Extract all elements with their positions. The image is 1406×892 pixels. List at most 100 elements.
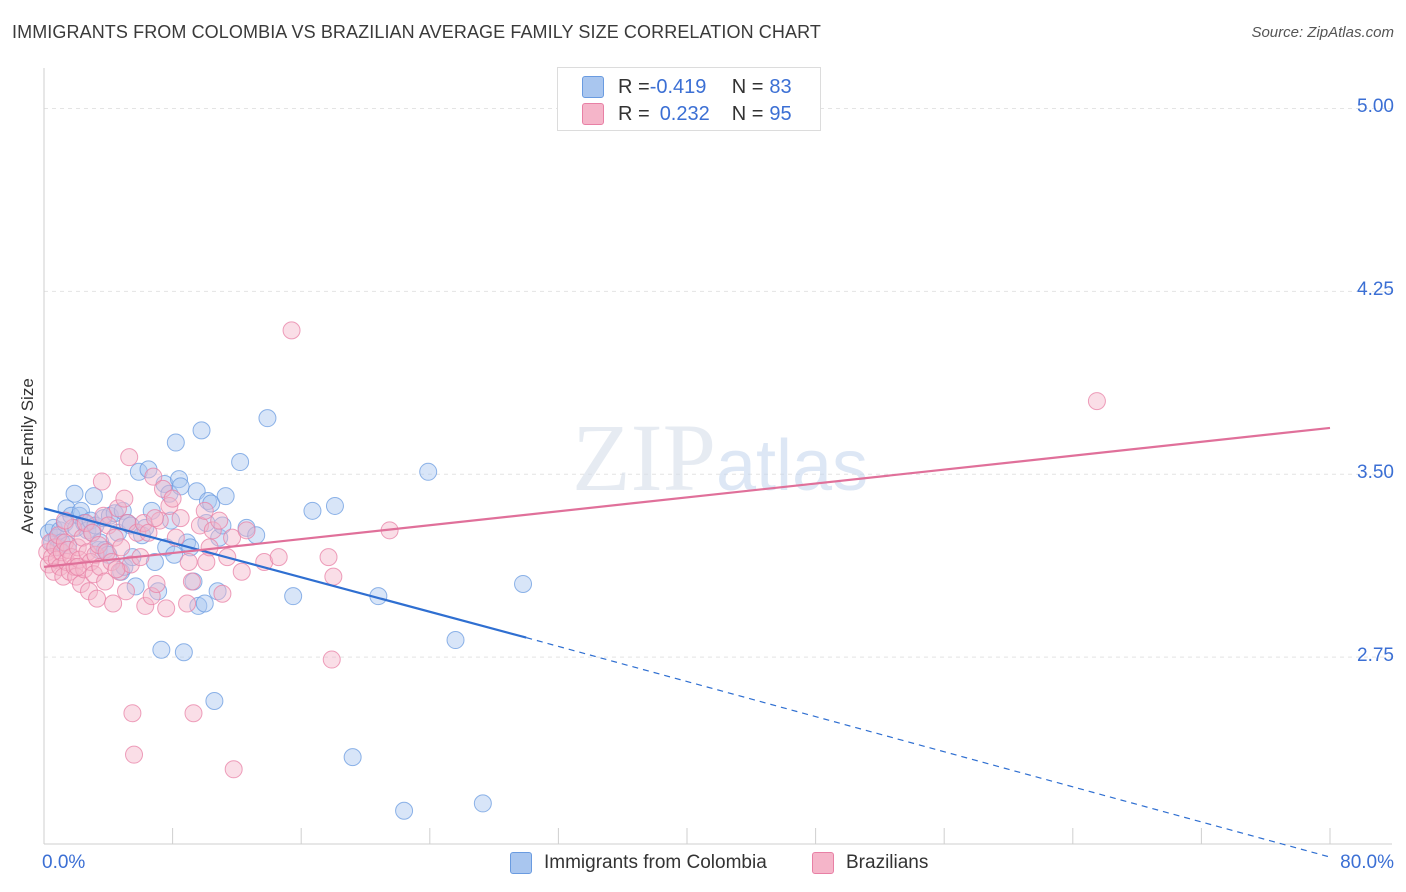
legend-row-brazilians: R = 0.232 N = 95 xyxy=(582,101,792,127)
point-brazilians xyxy=(213,584,232,603)
correlation-legend: R = -0.419 N = 83 R = 0.232 N = 95 xyxy=(557,67,821,131)
point-brazilians xyxy=(157,599,176,618)
series-legend: Immigrants from Colombia Brazilians xyxy=(0,852,1406,878)
point-brazilians xyxy=(197,553,216,572)
y-tick-label: 2.75 xyxy=(1357,645,1394,667)
x-tick-label-min: 0.0% xyxy=(42,852,86,873)
point-brazilians xyxy=(108,499,127,518)
legend-item-brazilians[interactable]: Brazilians xyxy=(812,852,928,874)
point-brazilians xyxy=(319,548,338,567)
y-tick-label: 5.00 xyxy=(1357,96,1394,118)
point-colombia xyxy=(205,692,224,711)
legend-swatch-brazilians xyxy=(582,103,604,125)
point-brazilians xyxy=(150,511,169,530)
legend-swatch-colombia xyxy=(510,852,532,874)
point-colombia xyxy=(514,574,533,593)
point-colombia xyxy=(170,470,189,489)
point-brazilians xyxy=(88,589,107,608)
point-brazilians xyxy=(105,528,124,547)
y-tick-label: 4.25 xyxy=(1357,279,1394,301)
point-brazilians xyxy=(269,548,288,567)
point-colombia xyxy=(145,553,164,572)
point-brazilians xyxy=(232,562,251,581)
point-brazilians xyxy=(153,479,172,498)
legend-swatch-brazilians xyxy=(812,852,834,874)
point-brazilians xyxy=(112,538,131,557)
point-brazilians xyxy=(224,760,243,779)
legend-n-value: 83 xyxy=(769,75,792,98)
legend-r-label: R = xyxy=(618,75,650,98)
point-colombia xyxy=(166,433,185,452)
point-brazilians xyxy=(322,650,341,669)
point-brazilians xyxy=(115,489,134,508)
point-brazilians xyxy=(68,557,87,576)
point-colombia xyxy=(473,794,492,813)
point-brazilians xyxy=(121,555,140,574)
point-colombia xyxy=(446,631,465,650)
point-brazilians xyxy=(324,567,343,586)
point-brazilians xyxy=(86,545,105,564)
point-colombia xyxy=(258,409,277,428)
point-brazilians xyxy=(147,574,166,593)
point-brazilians xyxy=(203,521,222,540)
y-axis-label: Average Family Size xyxy=(18,378,37,534)
point-brazilians xyxy=(136,596,155,615)
point-brazilians xyxy=(142,587,161,606)
watermark: ZIPatlas xyxy=(572,404,868,511)
legend-swatch-colombia xyxy=(582,76,604,98)
point-colombia xyxy=(325,496,344,515)
point-colombia xyxy=(84,487,103,506)
point-brazilians xyxy=(210,511,229,530)
legend-label-brazilians: Brazilians xyxy=(846,852,929,873)
point-brazilians xyxy=(237,521,256,540)
trend-line-colombia xyxy=(43,507,527,639)
legend-n-label: N = xyxy=(731,102,764,125)
point-colombia xyxy=(208,582,227,601)
point-brazilians xyxy=(73,528,92,547)
point-brazilians xyxy=(145,509,164,528)
axes xyxy=(43,68,1392,845)
trend-line-brazilians xyxy=(43,426,1331,568)
point-brazilians xyxy=(110,562,129,581)
point-colombia xyxy=(231,453,250,472)
source-label: Source: ZipAtlas.com xyxy=(1251,24,1394,41)
point-brazilians xyxy=(163,489,182,508)
trend-line-colombia-extrapolated xyxy=(526,637,1331,858)
point-brazilians xyxy=(107,560,126,579)
point-brazilians xyxy=(125,745,144,764)
point-brazilians xyxy=(144,467,163,486)
point-colombia xyxy=(198,492,217,511)
point-colombia xyxy=(202,494,221,513)
legend-n-label: N = xyxy=(731,75,764,98)
legend-item-colombia[interactable]: Immigrants from Colombia xyxy=(510,852,767,874)
point-colombia xyxy=(284,587,303,606)
x-tick-label-max: 80.0% xyxy=(1340,852,1394,873)
point-brazilians xyxy=(171,509,190,528)
point-brazilians xyxy=(184,704,203,723)
point-colombia xyxy=(213,516,232,535)
point-colombia xyxy=(395,801,414,820)
point-colombia xyxy=(195,594,214,613)
legend-label-colombia: Immigrants from Colombia xyxy=(544,852,767,873)
point-colombia xyxy=(192,421,211,440)
point-colombia xyxy=(216,487,235,506)
point-brazilians xyxy=(96,572,115,591)
point-colombia xyxy=(343,748,362,767)
data-points xyxy=(38,321,1106,820)
point-brazilians xyxy=(55,511,74,530)
point-colombia xyxy=(152,640,171,659)
point-colombia xyxy=(65,484,84,503)
point-brazilians xyxy=(182,572,201,591)
point-brazilians xyxy=(104,594,123,613)
legend-n-value: 95 xyxy=(769,102,792,125)
point-colombia xyxy=(419,462,438,481)
point-brazilians xyxy=(1087,392,1106,411)
point-brazilians xyxy=(92,472,111,491)
point-brazilians xyxy=(123,704,142,723)
point-colombia xyxy=(303,501,322,520)
point-brazilians xyxy=(179,553,198,572)
point-brazilians xyxy=(195,501,214,520)
legend-row-colombia: R = -0.419 N = 83 xyxy=(582,74,792,100)
point-brazilians xyxy=(134,514,153,533)
